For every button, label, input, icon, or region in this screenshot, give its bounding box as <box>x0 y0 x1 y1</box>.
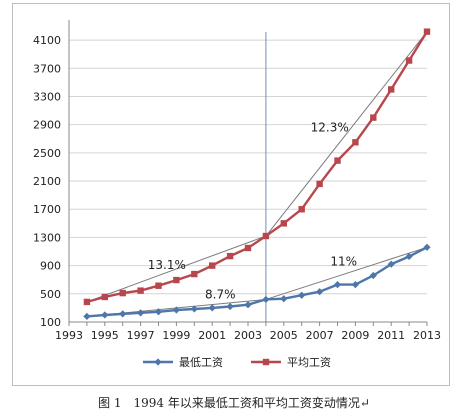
grid-lines <box>69 32 427 322</box>
data-point-average-wage <box>209 262 216 269</box>
growth-rate-annotation: 12.3% <box>311 121 349 135</box>
figure-caption: 图 1 1994 年以来最低工资和平均工资变动情况↵ <box>98 396 370 410</box>
y-tick-label: 4100 <box>33 34 61 47</box>
data-point-average-wage <box>155 282 162 289</box>
x-tick-label: 2013 <box>413 329 441 342</box>
data-point-average-wage <box>298 206 305 213</box>
y-tick-label: 2900 <box>33 119 61 132</box>
data-point-average-wage <box>262 232 270 240</box>
y-tick-label: 1700 <box>33 203 61 216</box>
x-tick-label: 2003 <box>234 329 262 342</box>
legend-marker <box>262 358 270 366</box>
y-tick-label: 100 <box>40 316 61 329</box>
growth-rate-annotation: 11% <box>330 255 357 269</box>
x-tick-label: 1993 <box>55 329 83 342</box>
trend-line <box>265 246 428 300</box>
x-tick-label: 1999 <box>162 329 190 342</box>
legend-marker <box>154 358 162 366</box>
data-point-minimum-wage <box>333 281 342 289</box>
data-point-minimum-wage <box>190 305 198 313</box>
data-point-average-wage <box>137 287 144 294</box>
data-point-minimum-wage <box>298 291 306 299</box>
data-point-minimum-wage <box>369 271 377 280</box>
series-line-average-wage <box>86 30 429 304</box>
data-point-average-wage <box>173 276 180 284</box>
data-point-minimum-wage <box>387 260 395 268</box>
y-tick-label: 2100 <box>33 175 61 188</box>
x-tick-label: 2005 <box>270 329 298 342</box>
x-tick-label: 2007 <box>306 329 334 342</box>
data-series <box>83 28 431 320</box>
y-tick-label: 3700 <box>33 62 61 75</box>
legend: 最低工资 平均工资 <box>143 356 331 369</box>
data-point-average-wage <box>280 220 287 227</box>
annotations: 13.1% 12.3% 8.7% 11% <box>148 121 357 302</box>
x-tick-label: 2011 <box>377 329 405 342</box>
trend-line <box>86 235 267 303</box>
wage-line-chart: 100 500 900 1300 1700 2100 2500 2900 3300 3700 410… <box>33 20 441 369</box>
data-point-minimum-wage <box>244 301 252 309</box>
data-point-minimum-wage <box>137 309 145 317</box>
x-tick-label: 2001 <box>198 329 226 342</box>
growth-rate-annotation: 8.7% <box>205 288 236 302</box>
x-tick-label: 2009 <box>341 329 369 342</box>
data-point-average-wage <box>388 86 395 93</box>
data-point-minimum-wage <box>423 243 431 251</box>
data-point-minimum-wage <box>101 311 109 319</box>
data-point-average-wage <box>191 270 198 278</box>
data-point-minimum-wage <box>262 295 270 304</box>
data-point-average-wage <box>352 139 359 146</box>
data-point-minimum-wage <box>405 252 413 261</box>
data-point-average-wage <box>101 293 108 301</box>
data-point-minimum-wage <box>154 308 163 316</box>
data-point-minimum-wage <box>208 304 216 312</box>
x-tick-label: 1997 <box>127 329 155 342</box>
data-point-average-wage <box>119 289 126 297</box>
data-point-average-wage <box>244 244 252 252</box>
y-tick-label: 2500 <box>33 147 61 160</box>
data-point-minimum-wage <box>83 312 91 320</box>
data-point-minimum-wage <box>119 310 127 318</box>
legend-label: 平均工资 <box>287 356 331 369</box>
x-tick-label: 1995 <box>91 329 119 342</box>
data-point-average-wage <box>370 114 377 121</box>
data-point-average-wage <box>405 57 413 64</box>
legend-label: 最低工资 <box>179 356 223 369</box>
y-tick-label: 3300 <box>33 90 61 103</box>
data-point-average-wage <box>83 298 91 306</box>
series-line-minimum-wage <box>86 246 428 318</box>
data-point-minimum-wage <box>172 306 180 314</box>
growth-rate-annotation: 13.1% <box>148 258 186 272</box>
trend-line <box>265 31 428 237</box>
data-point-minimum-wage <box>351 281 359 289</box>
y-tick-label: 1300 <box>33 231 61 244</box>
data-point-minimum-wage <box>316 288 324 296</box>
data-point-average-wage <box>423 28 431 35</box>
data-point-average-wage <box>334 157 341 164</box>
data-point-average-wage <box>316 180 323 188</box>
chart-frame: 100 500 900 1300 1700 2100 2500 2900 3300 3700 410… <box>12 3 450 386</box>
y-tick-label: 900 <box>40 260 61 273</box>
y-tick-label: 500 <box>40 288 61 301</box>
data-point-average-wage <box>226 252 234 260</box>
data-point-minimum-wage <box>226 302 234 311</box>
axes: 100 500 900 1300 1700 2100 2500 2900 3300 3700 410… <box>33 20 441 342</box>
data-point-minimum-wage <box>280 295 288 303</box>
